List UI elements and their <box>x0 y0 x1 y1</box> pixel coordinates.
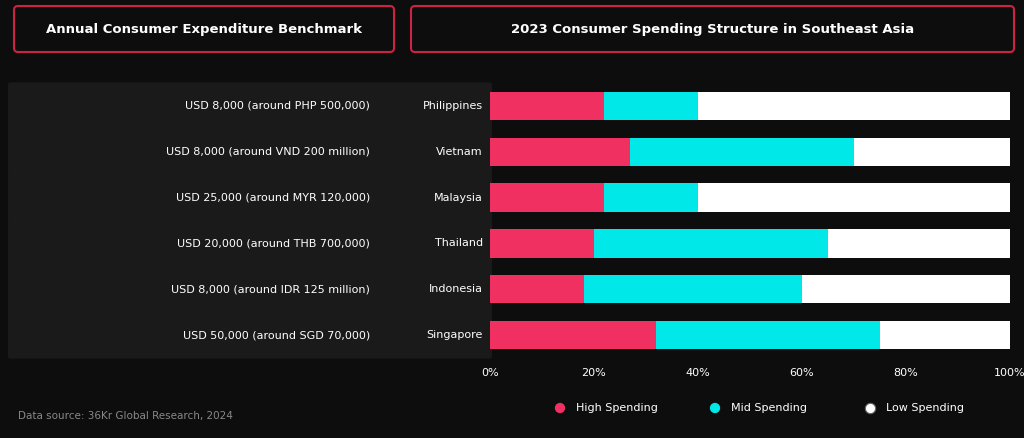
Bar <box>604 92 698 120</box>
FancyBboxPatch shape <box>411 6 1014 52</box>
Bar <box>631 138 854 166</box>
FancyBboxPatch shape <box>8 266 492 313</box>
Text: Philippines: Philippines <box>423 101 483 111</box>
Text: USD 25,000 (around MYR 120,000): USD 25,000 (around MYR 120,000) <box>176 193 370 203</box>
FancyBboxPatch shape <box>8 311 492 359</box>
Text: Low Spending: Low Spending <box>886 403 964 413</box>
Bar <box>656 321 880 349</box>
FancyBboxPatch shape <box>14 6 394 52</box>
Text: 40%: 40% <box>686 368 711 378</box>
Bar <box>584 275 802 304</box>
Bar <box>490 321 1010 349</box>
Bar <box>490 184 604 212</box>
Text: 80%: 80% <box>894 368 919 378</box>
Text: Mid Spending: Mid Spending <box>731 403 807 413</box>
Bar <box>490 275 584 304</box>
Text: 60%: 60% <box>790 368 814 378</box>
Text: Vietnam: Vietnam <box>436 147 483 157</box>
Text: 2023 Consumer Spending Structure in Southeast Asia: 2023 Consumer Spending Structure in Sout… <box>511 22 914 35</box>
Text: High Spending: High Spending <box>575 403 657 413</box>
Text: Annual Consumer Expenditure Benchmark: Annual Consumer Expenditure Benchmark <box>46 22 362 35</box>
FancyBboxPatch shape <box>8 128 492 175</box>
Text: Indonesia: Indonesia <box>429 284 483 294</box>
Bar <box>490 184 1010 212</box>
Text: USD 20,000 (around THB 700,000): USD 20,000 (around THB 700,000) <box>177 238 370 248</box>
Point <box>862 405 879 412</box>
Text: Malaysia: Malaysia <box>434 193 483 203</box>
FancyBboxPatch shape <box>8 82 492 130</box>
Point <box>707 405 723 412</box>
Text: Thailand: Thailand <box>435 238 483 248</box>
Bar <box>594 229 828 258</box>
Text: USD 8,000 (around PHP 500,000): USD 8,000 (around PHP 500,000) <box>185 101 370 111</box>
FancyBboxPatch shape <box>8 174 492 221</box>
Bar <box>490 275 1010 304</box>
Text: 100%: 100% <box>994 368 1024 378</box>
Bar <box>490 92 1010 120</box>
Text: USD 50,000 (around SGD 70,000): USD 50,000 (around SGD 70,000) <box>182 330 370 340</box>
Bar <box>490 321 656 349</box>
Text: 20%: 20% <box>582 368 606 378</box>
Text: Singapore: Singapore <box>427 330 483 340</box>
FancyBboxPatch shape <box>8 220 492 267</box>
Bar <box>490 229 1010 258</box>
Text: 0%: 0% <box>481 368 499 378</box>
Bar <box>490 92 604 120</box>
Bar <box>490 229 594 258</box>
Bar <box>490 138 1010 166</box>
Point <box>552 405 568 412</box>
Text: Data source: 36Kr Global Research, 2024: Data source: 36Kr Global Research, 2024 <box>18 411 232 421</box>
Text: USD 8,000 (around VND 200 million): USD 8,000 (around VND 200 million) <box>166 147 370 157</box>
Bar <box>604 184 698 212</box>
Text: USD 8,000 (around IDR 125 million): USD 8,000 (around IDR 125 million) <box>171 284 370 294</box>
Bar <box>490 138 631 166</box>
